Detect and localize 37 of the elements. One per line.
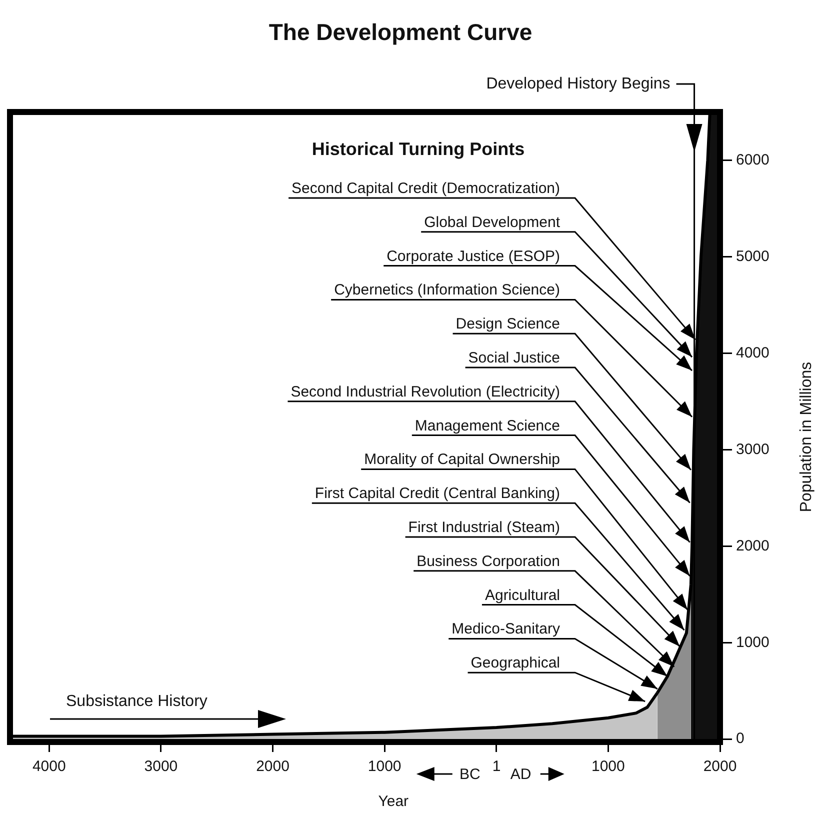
annotation: Second Capital Credit (Democratization) [292, 180, 560, 197]
annotation: First Industrial (Steam) [408, 519, 560, 536]
annotation: Agricultural [484, 586, 560, 604]
x-tick-label: 4000 [32, 758, 66, 776]
annotation: Design Science [456, 316, 560, 333]
chart-title: The Development Curve [268, 19, 532, 45]
text: AD [510, 766, 532, 783]
ref-line-label: Developed History Begins [486, 75, 670, 92]
annotation: Cybernetics (Information Science) [334, 282, 560, 299]
y-tick-label: 6000 [736, 151, 770, 168]
y-tick-label: 4000 [736, 344, 770, 362]
annotation: Medico-Sanitary [452, 620, 560, 638]
annotation: Social Justice [468, 350, 560, 366]
x-tick-label: 3000 [144, 758, 178, 776]
annotation: Global Development [424, 214, 561, 231]
x-tick-label: 1 [492, 758, 501, 776]
x-tick-label: 1000 [368, 758, 402, 776]
annotation: First Capital Credit (Central Banking) [314, 485, 560, 502]
annotation: Subsistance History [66, 693, 208, 710]
y-axis-title: Population in Millions [798, 362, 815, 512]
annotation: Corporate Justice (ESOP) [386, 248, 560, 265]
annotation: Geographical [470, 654, 560, 672]
x-tick-label: 1000 [592, 758, 625, 776]
annotation: Morality of Capital Ownership [364, 451, 560, 468]
x-axis-title: Year [378, 793, 409, 810]
x-tick-label: 2000 [256, 758, 290, 776]
annotation: Business Corporation [416, 552, 560, 570]
y-tick-label: 5000 [736, 248, 770, 265]
annotation: Management Science [414, 417, 560, 434]
y-tick-label: 1000 [736, 634, 770, 651]
y-tick-label: 3000 [736, 440, 770, 458]
x-tick-label: 2000 [703, 758, 737, 776]
annotation: Second Industrial Revolution (Electricity) [290, 383, 560, 400]
y-tick-label: 0 [736, 730, 744, 748]
text: BC [460, 766, 481, 783]
y-tick-label: 2000 [736, 537, 770, 554]
annotation: Historical Turning Points [312, 139, 525, 159]
